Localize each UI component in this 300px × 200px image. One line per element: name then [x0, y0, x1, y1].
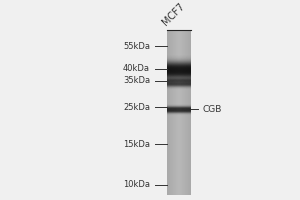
- Text: CGB: CGB: [202, 105, 222, 114]
- Text: 55kDa: 55kDa: [123, 42, 150, 51]
- Text: 35kDa: 35kDa: [123, 76, 150, 85]
- Text: MCF7: MCF7: [160, 2, 187, 28]
- Text: 15kDa: 15kDa: [123, 140, 150, 149]
- Text: 10kDa: 10kDa: [123, 180, 150, 189]
- Text: 25kDa: 25kDa: [123, 103, 150, 112]
- Text: 40kDa: 40kDa: [123, 64, 150, 73]
